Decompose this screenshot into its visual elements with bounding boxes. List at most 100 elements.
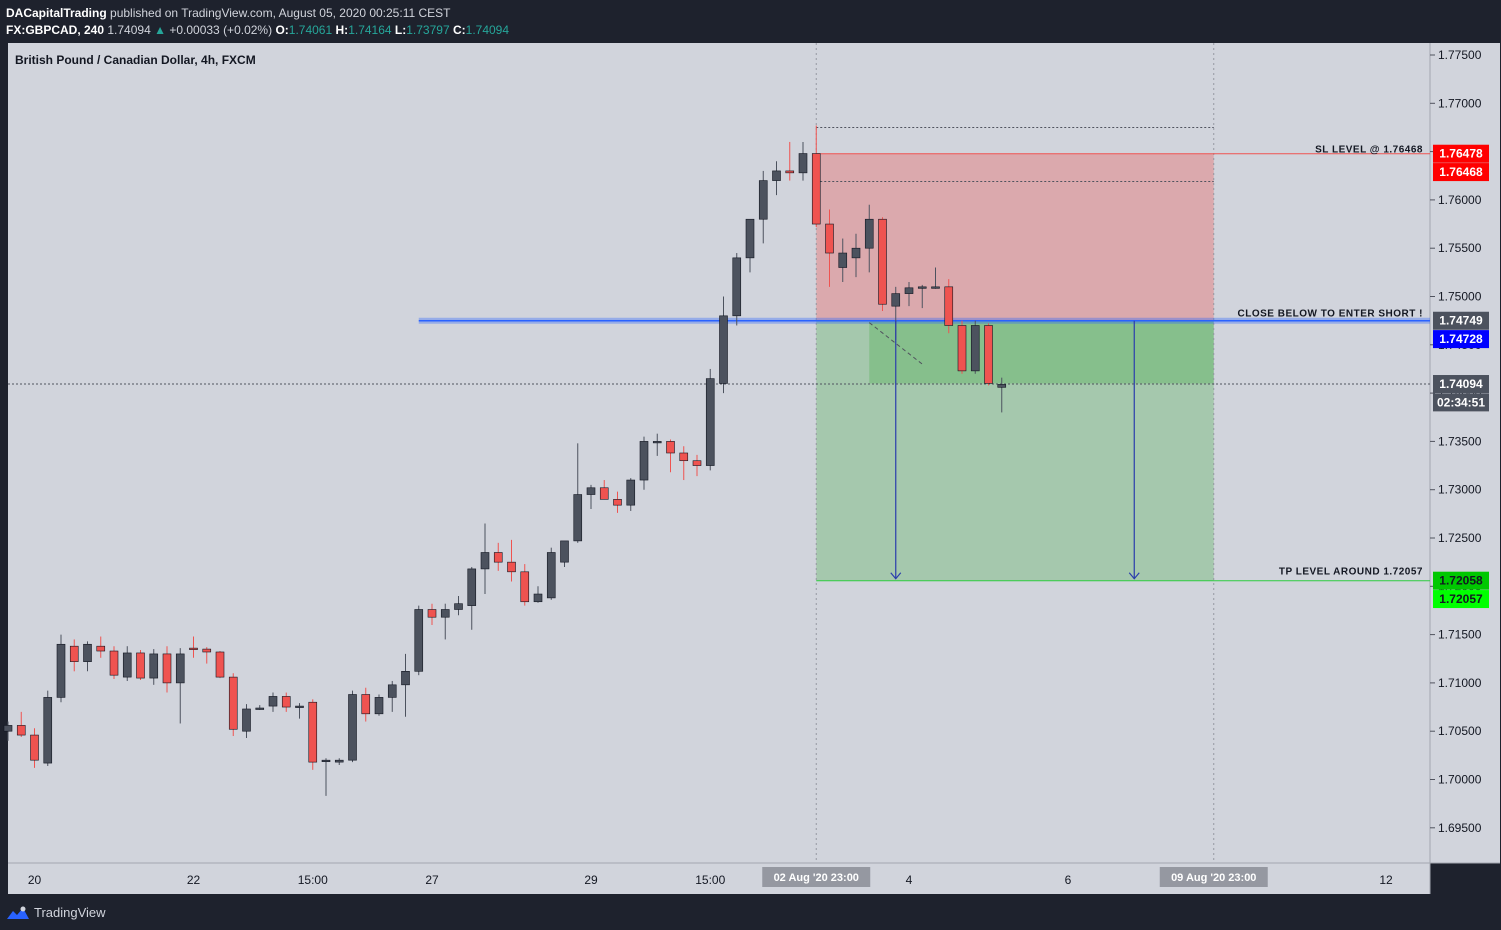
countdown-tag: 02:34:51 [1437,395,1485,409]
bear-candle [361,694,371,715]
target-arrow-head-icon [890,572,902,580]
target-arrow-head-icon [1128,572,1140,580]
price-chart[interactable]: 1.775001.770001.765001.760001.755001.750… [0,40,1501,895]
last-price-tag: 1.74094 [1439,377,1483,391]
chart-title: British Pound / Canadian Dollar, 4h, FXC… [15,53,256,67]
bull-candle [732,257,742,317]
tradingview-logo-icon[interactable] [6,905,30,921]
bull-candle [546,552,556,599]
bull-candle [414,609,424,672]
bear-candle [189,647,198,650]
x-tick-label: 20 [28,873,42,887]
bear-candle [308,701,318,763]
entry-annotation: CLOSE BELOW TO ENTER SHORT ! [1238,309,1423,320]
sl-price-tag-box [1433,163,1489,182]
bull-candle [573,494,583,542]
bear-candle [984,325,993,384]
bull-candle [838,252,848,268]
y-tick-label: 1.73000 [1438,483,1482,497]
bull-candle [348,694,357,761]
bull-candle [295,705,304,708]
bull-candle [705,378,715,466]
bull-candle [83,643,92,662]
bull-candle [586,487,596,495]
x-tick-label: 12 [1379,873,1393,887]
bull-candle [970,325,980,372]
bear-candle [666,441,675,454]
last-price-tag-box [1433,375,1489,394]
bull-candle [864,218,874,249]
bear-candle [811,153,821,225]
date-label-end: 09 Aug '20 23:00 [1171,872,1256,884]
bull-candle [440,609,450,618]
x-tick-label: 15:00 [298,873,328,887]
bear-candle [281,696,291,708]
bear-candle [427,609,437,618]
y-tick-label: 1.77000 [1438,96,1482,110]
bear-candle [228,676,238,730]
projection-dashed-line [868,322,923,365]
bear-candle [944,286,954,326]
y-tick-label: 1.71000 [1438,676,1482,690]
date-label-start: 02 Aug '20 23:00 [774,872,859,884]
countdown-tag-box [1433,393,1489,412]
y-tick-label: 1.77500 [1438,48,1482,62]
y-tick-label: 1.75000 [1438,290,1482,304]
bull-candle [745,218,755,259]
bear-candle [507,561,516,573]
publisher-name[interactable]: DACapitalTrading [6,6,107,20]
x-tick-label: 6 [1065,873,1072,887]
bull-candle [639,441,649,481]
symbol-label[interactable]: FX:GBPCAD, 240 [6,23,105,37]
bull-candle [268,696,278,707]
bull-candle [374,697,384,715]
chart-header: DACapitalTrading published on TradingVie… [0,0,1501,40]
tp-annotation: TP LEVEL AROUND 1.72057 [1279,567,1423,578]
bull-candle [931,286,940,289]
price-change: +0.00033 (+0.02%) [169,23,273,37]
entry-price-tag: 1.74749 [1439,314,1483,328]
bull-candle [719,315,728,384]
open-value: 1.74061 [288,23,333,37]
bull-candle [891,293,901,307]
bull-candle [560,540,569,563]
bull-candle [480,552,490,570]
bull-candle [149,653,159,679]
y-tick-label: 1.73500 [1438,434,1482,448]
bear-candle [162,653,172,684]
bull-candle [758,180,768,220]
x-tick-label: 29 [584,873,598,887]
bear-candle [215,651,225,678]
y-tick-label: 1.76000 [1438,193,1482,207]
bear-candle [136,652,145,679]
bull-candle [997,384,1007,388]
close-label: C: [452,23,466,37]
x-tick-label: 15:00 [695,873,725,887]
date-label-start-box [762,867,871,887]
bear-candle [30,734,39,761]
y-tick-label: 1.71500 [1438,628,1482,642]
bear-candle [96,645,106,652]
date-label-end-box [1159,867,1268,887]
entry-price-tag-box [1433,311,1489,330]
bull-candle [454,603,463,610]
y-tick-label: 1.69500 [1438,821,1482,835]
last-price: 1.74094 [107,23,151,37]
low-value: 1.73797 [406,23,450,37]
footer-bar: TradingView [0,895,1501,930]
tradingview-brand[interactable]: TradingView [34,905,106,920]
open-label: O: [275,23,289,37]
bull-candle [652,441,662,444]
x-tick-label: 4 [906,873,913,887]
tp-top-price-tag: 1.72058 [1439,574,1483,588]
tp-price-tag-box [1433,590,1489,609]
y-tick-label: 1.75500 [1438,241,1482,255]
entry-blue-price-tag: 1.74728 [1439,332,1483,346]
bull-candle [56,643,66,698]
bear-candle [599,487,609,500]
entry-confirmation-box [869,320,1214,384]
entry-blue-price-tag-box [1433,330,1489,349]
bull-candle [851,247,861,259]
y-tick-label: 1.70500 [1438,724,1482,738]
bear-candle [520,571,530,603]
